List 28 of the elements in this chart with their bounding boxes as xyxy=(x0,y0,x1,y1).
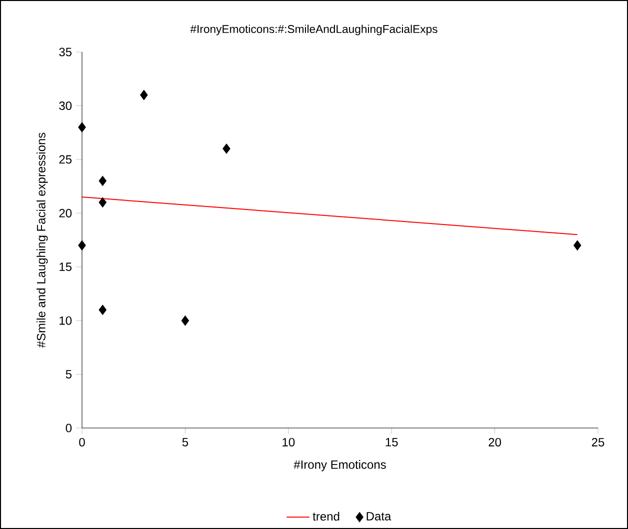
point xyxy=(222,144,230,154)
point xyxy=(181,316,190,326)
point xyxy=(573,240,582,250)
legend-label: trend xyxy=(312,512,340,521)
y-tick-label: 25 xyxy=(59,155,72,164)
y-tick-label: 0 xyxy=(66,424,72,432)
point xyxy=(98,197,107,208)
point xyxy=(78,122,86,132)
x-tick-label: 5 xyxy=(182,438,188,446)
chart-title: #IronyEmoticons:#:SmileAndLaughingFacialExps xyxy=(190,24,438,36)
y-tick-label: 20 xyxy=(59,208,72,218)
x-tick-label: 0 xyxy=(79,438,85,446)
y-tick-label: 10 xyxy=(60,316,72,325)
point xyxy=(98,176,107,186)
x-tick-label: 20 xyxy=(488,438,502,446)
x-tick-label: 10 xyxy=(282,438,295,446)
x-tick-label: 15 xyxy=(386,438,398,446)
point xyxy=(78,240,86,250)
x-axis-title: #Irony Emoticons xyxy=(294,460,386,472)
y-tick-label: 15 xyxy=(60,262,72,272)
y-tick-label: 30 xyxy=(59,101,72,110)
x-tick-label: 25 xyxy=(592,438,604,446)
y-tick-label: 35 xyxy=(59,48,72,56)
point xyxy=(140,90,148,100)
y-axis-title: #Smile and Laughing Facial expressions xyxy=(36,132,48,348)
legend-label: Data xyxy=(366,512,392,520)
point xyxy=(98,304,107,315)
y-tick-label: 5 xyxy=(66,370,72,378)
